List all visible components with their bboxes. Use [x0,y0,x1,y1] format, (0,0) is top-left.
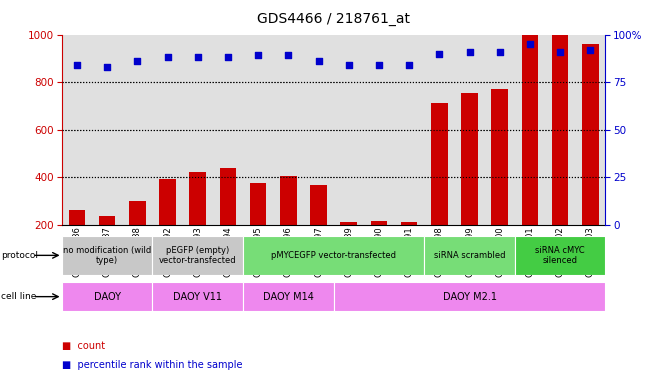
Point [223,54,233,60]
Bar [521,35,538,272]
Point [464,49,475,55]
Bar [424,236,515,275]
Bar [243,236,424,275]
Text: pEGFP (empty)
vector-transfected: pEGFP (empty) vector-transfected [159,246,236,265]
Bar [129,201,146,272]
Text: ■  percentile rank within the sample: ■ percentile rank within the sample [62,360,242,370]
Text: pMYCEGFP vector-transfected: pMYCEGFP vector-transfected [271,251,396,260]
Bar [219,168,236,272]
Bar [189,172,206,272]
Point [193,54,203,60]
Bar [492,89,508,272]
Bar [311,185,327,272]
Bar [552,35,568,272]
Text: cell line: cell line [1,292,36,301]
Bar [431,103,448,272]
Bar [461,93,478,272]
Point [102,64,113,70]
Bar [340,222,357,272]
Bar [515,236,605,275]
Point [253,52,264,58]
Bar [99,216,115,272]
Text: DAOY: DAOY [94,291,120,302]
Text: GDS4466 / 218761_at: GDS4466 / 218761_at [257,12,410,25]
Point [72,62,82,68]
Point [555,49,565,55]
Point [313,58,324,64]
Text: DAOY M14: DAOY M14 [263,291,314,302]
Text: DAOY M2.1: DAOY M2.1 [443,291,497,302]
Bar [68,210,85,272]
Text: DAOY V11: DAOY V11 [173,291,222,302]
Bar [159,179,176,272]
Point [404,62,414,68]
Text: siRNA scrambled: siRNA scrambled [434,251,505,260]
Bar [370,221,387,272]
Point [525,41,535,47]
Point [374,62,384,68]
Text: siRNA cMYC
silenced: siRNA cMYC silenced [535,246,585,265]
Bar [250,183,266,272]
Bar [62,282,152,311]
Point [585,47,596,53]
Bar [333,282,605,311]
Text: protocol: protocol [1,251,38,260]
Point [344,62,354,68]
Point [434,51,445,57]
Bar [152,282,243,311]
Bar [401,222,417,272]
Text: ■  count: ■ count [62,341,105,351]
Point [162,54,173,60]
Point [495,49,505,55]
Bar [152,236,243,275]
Bar [280,176,297,272]
Text: no modification (wild
type): no modification (wild type) [63,246,151,265]
Point [132,58,143,64]
Bar [62,236,152,275]
Bar [582,44,599,272]
Bar [243,282,333,311]
Point [283,52,294,58]
